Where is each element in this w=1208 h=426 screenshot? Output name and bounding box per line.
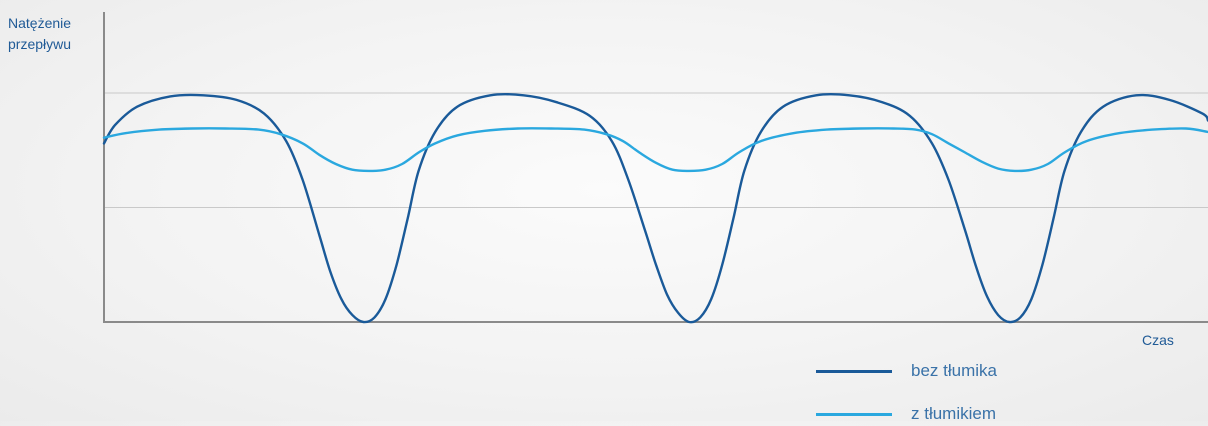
axes-layer: [103, 12, 1208, 323]
legend-swatch-bez-tlumika: [816, 370, 892, 373]
grid-layer: [104, 92, 1208, 208]
y-axis-label-line-1: Natężenie: [8, 15, 72, 31]
x-axis-label: Czas: [1142, 332, 1174, 348]
legend-label-z-tlumikiem: z tłumikiem: [911, 404, 997, 423]
series-line-bez-tlumika: [102, 92, 1208, 324]
series-line-z-tlumikiem: [102, 127, 1208, 173]
series-layer: [102, 92, 1208, 324]
legend-label-bez-tlumika: bez tłumika: [911, 361, 997, 380]
legend-swatch-z-tlumikiem: [816, 413, 892, 416]
y-axis-label-line-2: przepływu: [8, 36, 72, 52]
y-axis-label: Natężenie przepływu: [8, 13, 71, 55]
